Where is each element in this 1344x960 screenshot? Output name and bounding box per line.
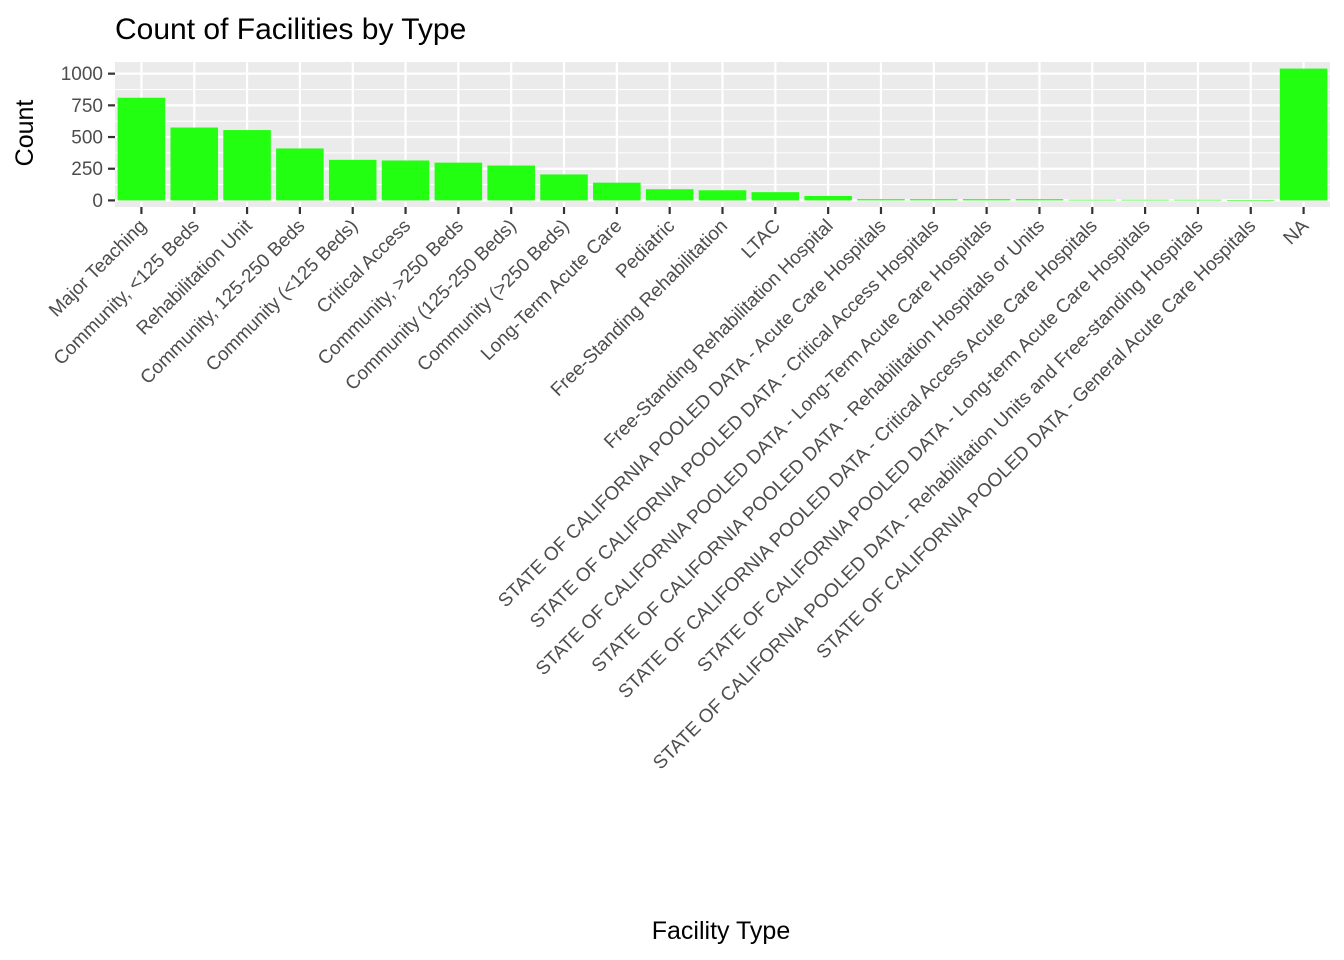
bar bbox=[1226, 200, 1275, 201]
bar bbox=[276, 148, 324, 201]
bar bbox=[328, 159, 377, 201]
y-tick-label: 1000 bbox=[61, 64, 103, 85]
chart-title: Count of Facilities by Type bbox=[115, 13, 466, 46]
bar bbox=[1279, 68, 1328, 201]
bar bbox=[593, 182, 641, 201]
y-axis: 0 250 500 750 1000 bbox=[61, 64, 115, 212]
bar bbox=[857, 199, 905, 201]
bar bbox=[487, 165, 535, 201]
bar bbox=[381, 160, 430, 201]
bar bbox=[751, 192, 800, 201]
bar bbox=[170, 127, 219, 201]
bar bbox=[434, 162, 483, 201]
bars bbox=[117, 68, 1328, 201]
bar bbox=[117, 97, 166, 201]
bar bbox=[1015, 199, 1064, 201]
x-axis-title: Facility Type bbox=[652, 917, 790, 945]
bar bbox=[223, 130, 271, 201]
bar bbox=[1121, 199, 1169, 201]
bar bbox=[962, 199, 1011, 201]
bar bbox=[645, 189, 694, 201]
y-tick-label: 500 bbox=[71, 128, 103, 149]
y-tick-label: 250 bbox=[71, 159, 103, 180]
bar bbox=[1174, 199, 1222, 201]
y-tick-label: 750 bbox=[71, 96, 103, 117]
bar bbox=[910, 199, 958, 201]
bar bbox=[804, 195, 852, 201]
bar bbox=[540, 174, 588, 201]
y-axis-title: Count bbox=[11, 100, 39, 167]
y-tick-label: 0 bbox=[92, 191, 103, 212]
bar bbox=[698, 190, 747, 201]
bar bbox=[1068, 199, 1117, 201]
